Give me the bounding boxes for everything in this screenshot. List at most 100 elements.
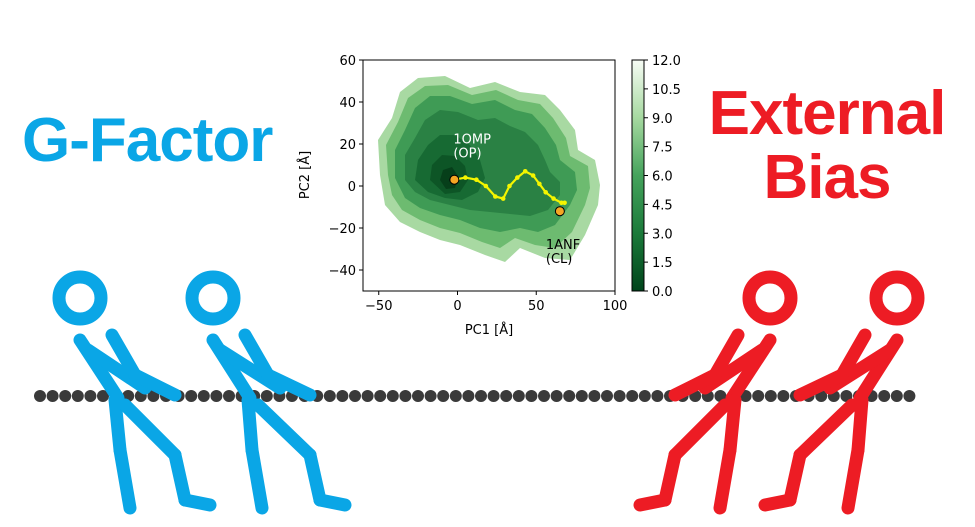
rope-bead	[525, 390, 538, 402]
rope-bead	[487, 390, 500, 402]
path-point	[551, 196, 556, 201]
rope-bead	[412, 390, 424, 402]
rope-bead	[349, 390, 361, 402]
rope-bead	[601, 390, 613, 402]
rope-bead	[46, 390, 59, 402]
g-factor-label: G-Factor	[22, 106, 273, 175]
y-tick-label: 0	[348, 180, 356, 195]
annotation-name: 1ANF	[546, 238, 580, 253]
rope-bead	[903, 390, 916, 402]
rope-bead	[563, 390, 576, 402]
rope-bead	[752, 390, 765, 402]
rope-bead	[890, 390, 903, 402]
rope-bead	[197, 390, 210, 402]
x-tick-label: −50	[365, 299, 392, 314]
rope-bead	[878, 390, 891, 402]
y-tick-label: −40	[329, 264, 356, 279]
rope-bead	[512, 390, 525, 402]
path-point	[463, 175, 468, 180]
y-tick-label: 20	[339, 138, 356, 153]
colorbar-tick-label: 0.0	[652, 285, 673, 300]
x-axis-ticks: −50 0 50 100	[365, 291, 627, 314]
colorbar	[631, 59, 645, 292]
path-point	[543, 190, 548, 195]
rope-bead	[462, 390, 475, 402]
path-point	[562, 200, 567, 206]
rope-bead	[386, 390, 399, 402]
x-tick-label: 50	[528, 299, 545, 314]
rope-bead	[361, 390, 374, 402]
rope-bead	[59, 390, 72, 402]
rope-bead	[260, 390, 273, 402]
colorbar-tick-label: 1.5	[652, 256, 673, 271]
external-bias-line2: Bias	[763, 143, 892, 212]
y-axis-ticks: 60 40 20 0 −20 −40	[329, 54, 363, 279]
path-point	[515, 175, 520, 180]
y-tick-label: −20	[329, 222, 356, 237]
rope-bead	[424, 390, 437, 402]
rope-bead	[475, 390, 487, 402]
colorbar-tick-label: 3.0	[652, 227, 673, 242]
rope-bead	[437, 390, 450, 402]
rope-bead	[223, 390, 235, 402]
path-point	[530, 173, 536, 178]
rope-bead	[336, 390, 349, 402]
rope-bead	[147, 390, 160, 402]
external-bias-line1: External	[708, 79, 947, 148]
energy-landscape	[378, 76, 600, 262]
rope-bead	[399, 390, 412, 402]
blue-figure-1	[52, 270, 217, 515]
rope-bead	[97, 390, 109, 402]
structure-annotations: 1OMP(OP) 1ANF(CL)	[449, 133, 580, 267]
rope-bead	[626, 390, 639, 402]
rope-bead	[374, 390, 387, 402]
path-point	[474, 177, 479, 182]
colorbar-tick-label: 10.5	[652, 83, 681, 98]
colorbar-ticks: 12.0 10.5 9.0 7.5 6.0 4.5 3.0 1.5 0.0	[644, 54, 681, 300]
blue-figure-2	[185, 270, 352, 515]
rope-bead	[84, 390, 97, 402]
y-tick-label: 60	[339, 54, 356, 69]
colorbar-tick-label: 6.0	[652, 170, 673, 185]
rope-bead	[449, 390, 462, 402]
path-point	[522, 169, 528, 174]
path-point	[493, 194, 498, 199]
path-point	[507, 183, 512, 189]
path-point	[537, 181, 542, 187]
annotation-name: 1OMP	[453, 133, 491, 148]
rope-bead	[613, 390, 626, 402]
rope-bead	[210, 390, 223, 402]
rope-bead	[550, 390, 563, 402]
rope-bead	[185, 390, 198, 402]
structure-marker	[554, 206, 565, 217]
transition-path	[452, 169, 567, 206]
x-tick-label: 0	[453, 299, 461, 314]
rope-bead	[764, 390, 777, 402]
path-point	[500, 196, 506, 201]
colorbar-tick-label: 9.0	[652, 112, 673, 127]
rope-bead	[777, 390, 790, 402]
x-axis-label: PC1 [Å]	[465, 322, 513, 338]
rope-bead	[651, 390, 664, 402]
rope-bead	[840, 390, 853, 402]
colorbar-tick-label: 7.5	[652, 141, 673, 156]
y-axis-label: PC2 [Å]	[297, 151, 313, 199]
rope-bead	[34, 390, 46, 402]
rope-bead	[638, 390, 651, 402]
annotation-state: (CL)	[546, 252, 572, 267]
rope-bead	[323, 390, 336, 402]
path-point	[483, 183, 489, 189]
rope-bead	[71, 390, 84, 402]
x-tick-label: 100	[603, 299, 628, 314]
path-point	[559, 200, 564, 206]
rope-bead	[538, 390, 550, 402]
rope-bead	[575, 390, 588, 402]
red-figure-2	[758, 270, 925, 515]
y-tick-label: 40	[339, 96, 356, 111]
external-bias-label: External Bias	[697, 82, 957, 210]
red-figure-1	[633, 270, 798, 515]
structure-marker	[449, 174, 460, 185]
colorbar-tick-label: 4.5	[652, 198, 673, 213]
rope-bead	[500, 390, 513, 402]
